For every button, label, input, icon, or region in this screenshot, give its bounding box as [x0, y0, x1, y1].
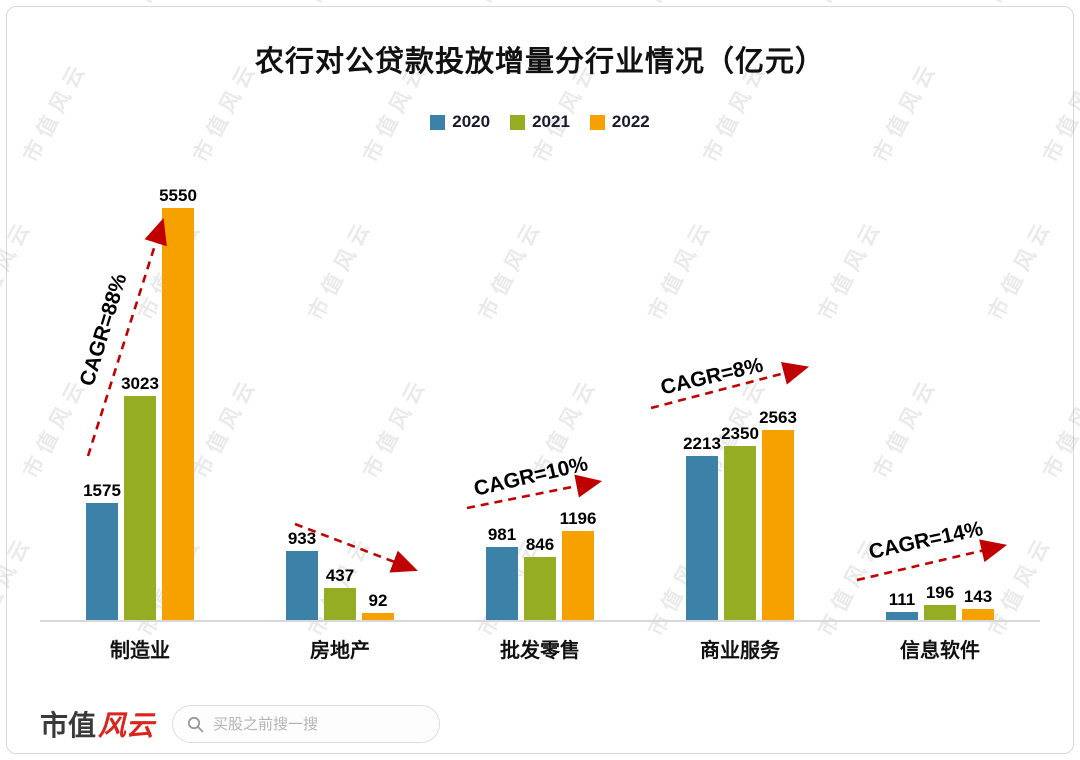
legend-swatch [589, 114, 605, 130]
category-label: 商业服务 [700, 640, 780, 662]
legend-swatch [430, 114, 446, 130]
bar-2022 [762, 430, 794, 620]
bar-2021 [324, 588, 356, 620]
category-label: 制造业 [110, 640, 170, 662]
bar-wrap: 846 [524, 535, 556, 620]
bar-value-label: 5550 [159, 186, 197, 205]
bar-value-label: 1575 [83, 481, 121, 500]
bar-wrap: 196 [924, 583, 956, 620]
bar-wrap: 1575 [83, 481, 121, 620]
bar-2021 [524, 557, 556, 620]
watermark-text: 市值风云 [1039, 372, 1080, 483]
brand-logo-text-black: 市值 [40, 711, 97, 742]
bar-value-label: 2213 [683, 434, 721, 453]
legend-item-2020: 2020 [430, 112, 490, 132]
bar-wrap: 2213 [683, 434, 721, 620]
watermark-text: 市值风云 [130, 0, 209, 9]
bar-wrap: 1196 [559, 509, 597, 620]
legend-swatch [510, 114, 526, 130]
bar-group-1: 1575 3023 5550 [40, 186, 240, 620]
watermark-text: 市值风云 [0, 530, 38, 641]
bar-wrap: 143 [962, 587, 994, 620]
bar-group-4: 2213 2350 2563 [640, 408, 840, 620]
bar-value-label: 92 [368, 591, 388, 610]
bar-chart: 1575 3023 5550 933 437 92 981 846 1196 2213 2350 25… [40, 150, 1040, 622]
bar-value-label: 143 [963, 587, 993, 606]
category-label: 房地产 [310, 640, 370, 662]
bar-2020 [286, 551, 318, 620]
bar-wrap: 2350 [721, 424, 759, 620]
bar-2022 [962, 609, 994, 620]
bar-value-label: 981 [487, 525, 517, 544]
watermark-text: 市值风云 [470, 0, 549, 9]
search-input[interactable] [213, 715, 424, 733]
category-label: 信息软件 [900, 640, 980, 662]
watermark-text: 市值风云 [300, 0, 379, 9]
bar-group-3: 981 846 1196 [440, 509, 640, 620]
legend-item-2021: 2021 [510, 112, 570, 132]
legend-label: 2022 [611, 112, 650, 131]
category-label: 批发零售 [500, 640, 580, 662]
watermark-text: 市值风云 [0, 0, 39, 9]
legend-item-2022: 2022 [589, 112, 650, 132]
brand-logo-text-red: 风云 [98, 709, 155, 742]
bar-wrap: 111 [886, 590, 918, 620]
bar-2022 [562, 531, 594, 620]
bar-wrap: 437 [324, 566, 356, 620]
chart-legend: 2020 2021 2022 [0, 112, 1080, 132]
bar-value-label: 2350 [721, 424, 759, 443]
footer: 市值 风云 [40, 704, 441, 744]
category-axis: 制造业 房地产 批发零售 商业服务 信息软件 [40, 634, 1040, 663]
bar-2020 [686, 456, 718, 620]
watermark-text: 市值风云 [640, 0, 719, 9]
legend-label: 2021 [532, 112, 570, 131]
bar-2020 [486, 547, 518, 620]
bar-value-label: 3023 [121, 374, 159, 393]
bar-2020 [86, 503, 118, 620]
watermark-text: 市值风云 [810, 0, 889, 9]
legend-label: 2020 [452, 112, 491, 131]
bar-value-label: 437 [325, 566, 355, 585]
bar-wrap: 5550 [159, 186, 197, 620]
watermark-text: 市值风云 [980, 0, 1059, 9]
bar-group-5: 111 196 143 [840, 583, 1040, 620]
bar-2022 [362, 613, 394, 620]
bar-wrap: 3023 [121, 374, 159, 620]
chart-title: 农行对公贷款投放增量分行业情况（亿元） [254, 46, 825, 78]
bar-wrap: 981 [486, 525, 518, 620]
bar-2022 [162, 208, 194, 620]
search-box[interactable] [172, 705, 441, 743]
bar-value-label: 933 [287, 529, 317, 548]
bar-2021 [924, 605, 956, 620]
bar-2020 [886, 612, 918, 620]
bar-wrap: 92 [362, 591, 394, 620]
brand-logo: 市值 风云 [40, 704, 154, 744]
bar-value-label: 111 [888, 590, 916, 609]
bar-value-label: 846 [525, 535, 555, 554]
bar-group-2: 933 437 92 [240, 529, 440, 620]
bar-value-label: 1196 [559, 509, 597, 528]
bar-value-label: 2563 [759, 408, 797, 427]
watermark-text: 市值风云 [0, 214, 38, 325]
bar-2021 [724, 446, 756, 620]
bar-wrap: 933 [286, 529, 318, 620]
bar-2021 [124, 396, 156, 620]
bar-wrap: 2563 [759, 408, 797, 620]
bar-value-label: 196 [925, 583, 955, 602]
search-icon [187, 716, 204, 732]
